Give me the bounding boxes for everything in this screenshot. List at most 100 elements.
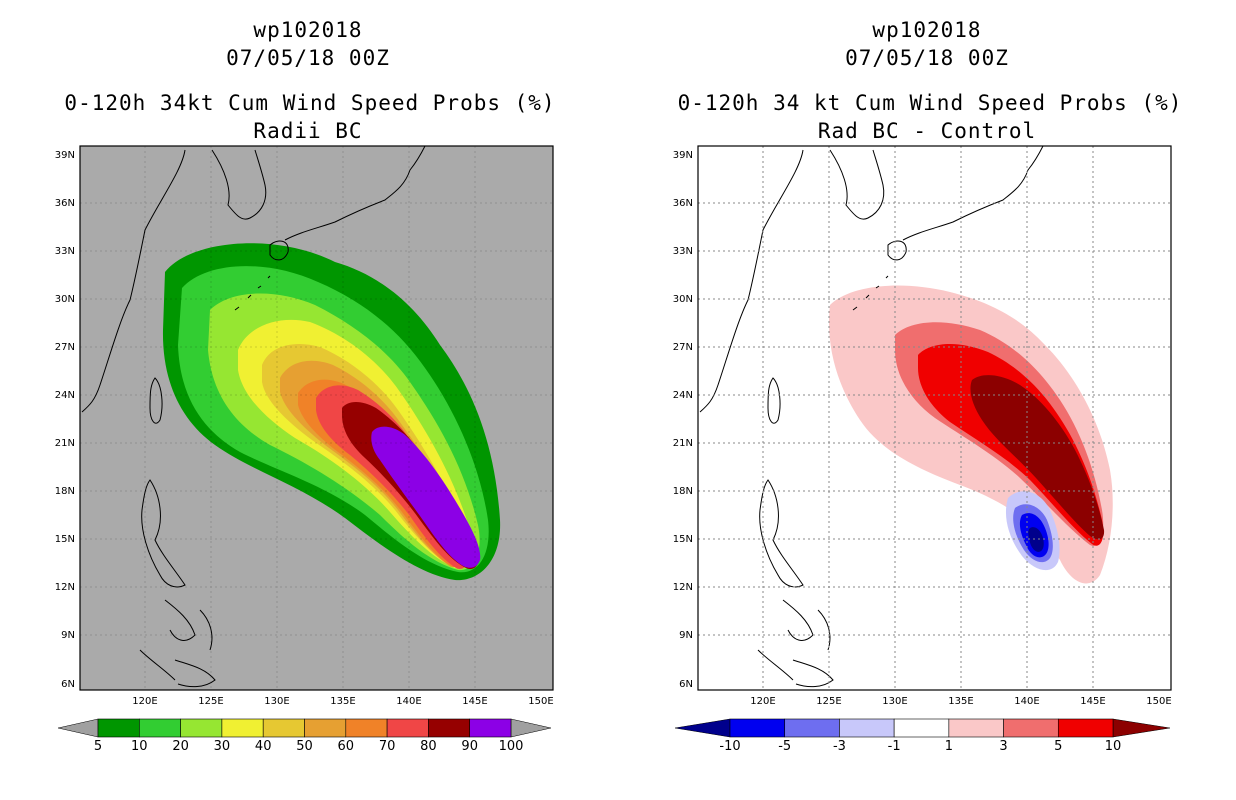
coast-japan-kyushu bbox=[887, 240, 907, 261]
left-lat-label: 33N bbox=[55, 246, 75, 257]
left-map: 39N 36N 33N 30N 27N 24N 21N 18N 15N 12N … bbox=[55, 145, 554, 754]
coast-mindanao bbox=[174, 659, 216, 688]
diff-contour-pos-10 bbox=[970, 375, 1105, 540]
coast-ryukyu bbox=[234, 275, 271, 311]
right-lon-label: 130E bbox=[882, 696, 907, 707]
left-title-date: 07/05/18 00Z bbox=[226, 46, 390, 70]
colorbar-swatch bbox=[180, 718, 223, 738]
left-lat-label: 9N bbox=[61, 630, 75, 641]
right-lon-label: 140E bbox=[1014, 696, 1039, 707]
right-lat-label: 6N bbox=[679, 679, 693, 690]
coast-korea bbox=[829, 149, 885, 220]
colorbar-swatch bbox=[221, 718, 264, 738]
right-lat-label: 18N bbox=[673, 486, 693, 497]
right-colorbar: -10 -5 -3 -1 1 3 5 10 bbox=[674, 718, 1171, 754]
colorbar-level-label: 60 bbox=[338, 739, 355, 754]
left-colorbar: 5 10 20 30 40 50 60 70 80 90 100 bbox=[57, 718, 552, 754]
coast-japan-honshu bbox=[902, 146, 1044, 241]
left-lon-label: 135E bbox=[330, 696, 355, 707]
left-lon-label: 125E bbox=[198, 696, 223, 707]
colorbar-swatch bbox=[345, 718, 388, 738]
left-lat-label: 6N bbox=[61, 679, 75, 690]
left-lon-label: 150E bbox=[528, 696, 553, 707]
colorbar-level-label: 20 bbox=[172, 739, 189, 754]
right-title-storm-id: wp102018 bbox=[872, 18, 982, 42]
left-title-storm-id: wp102018 bbox=[253, 18, 363, 42]
left-lat-label: 27N bbox=[55, 342, 75, 353]
colorbar-level-label: -1 bbox=[888, 739, 901, 754]
colorbar-level-label: 3 bbox=[999, 739, 1007, 754]
colorbar-swatch bbox=[386, 718, 429, 738]
coast-luzon bbox=[141, 479, 186, 588]
coast-china bbox=[81, 149, 186, 413]
colorbar-end-triangle bbox=[57, 718, 99, 738]
colorbar-swatch bbox=[784, 718, 840, 738]
colorbar-level-label: 5 bbox=[1054, 739, 1062, 754]
right-lat-label: 21N bbox=[673, 438, 693, 449]
right-lat-label: 27N bbox=[673, 342, 693, 353]
colorbar-swatch bbox=[948, 718, 1004, 738]
right-lon-label: 120E bbox=[750, 696, 775, 707]
right-title-product: 0-120h 34 kt Cum Wind Speed Probs (%) bbox=[677, 91, 1183, 115]
right-gridlines bbox=[698, 146, 1171, 690]
colorbar-swatch bbox=[304, 718, 347, 738]
coast-mindanao bbox=[792, 659, 834, 688]
right-lat-label: 33N bbox=[673, 246, 693, 257]
left-lat-label: 15N bbox=[55, 534, 75, 545]
left-title-subtitle: Radii BC bbox=[253, 119, 363, 143]
right-map: 39N 36N 33N 30N 27N 24N 21N 18N 15N 12N … bbox=[673, 145, 1172, 754]
colorbar-swatch bbox=[139, 718, 181, 738]
colorbar-swatch bbox=[1057, 718, 1114, 738]
left-lon-label: 145E bbox=[462, 696, 487, 707]
colorbar-end-triangle bbox=[510, 718, 552, 738]
left-lat-label: 36N bbox=[55, 198, 75, 209]
colorbar-level-label: 90 bbox=[461, 739, 478, 754]
right-lon-label: 150E bbox=[1146, 696, 1171, 707]
left-lat-label: 24N bbox=[55, 390, 75, 401]
colorbar-level-label: 1 bbox=[945, 739, 953, 754]
colorbar-level-label: 10 bbox=[131, 739, 148, 754]
left-lat-label: 39N bbox=[55, 150, 75, 161]
colorbar-end-triangle bbox=[674, 718, 731, 738]
colorbar-swatch bbox=[428, 718, 470, 738]
left-lon-label: 120E bbox=[132, 696, 157, 707]
coast-taiwan bbox=[767, 377, 781, 424]
right-lat-label: 12N bbox=[673, 582, 693, 593]
left-coastlines bbox=[81, 146, 426, 688]
coast-ryukyu bbox=[852, 275, 889, 311]
coast-korea bbox=[211, 149, 267, 220]
right-lat-label: 30N bbox=[673, 294, 693, 305]
coast-luzon bbox=[759, 479, 804, 588]
colorbar-swatch bbox=[893, 718, 950, 738]
coast-japan-honshu bbox=[284, 146, 426, 241]
colorbar-level-label: 40 bbox=[255, 739, 272, 754]
colorbar-level-label: -3 bbox=[833, 739, 846, 754]
colorbar-swatch bbox=[729, 718, 786, 738]
left-gridlines bbox=[80, 146, 553, 690]
coast-visayas bbox=[139, 599, 213, 681]
left-lat-labels: 39N 36N 33N 30N 27N 24N 21N 18N 15N 12N … bbox=[55, 150, 75, 690]
colorbar-level-label: -10 bbox=[719, 739, 740, 754]
colorbar-end-triangle bbox=[1112, 718, 1171, 738]
left-lat-label: 21N bbox=[55, 438, 75, 449]
colorbar-level-label: 10 bbox=[1105, 739, 1122, 754]
right-lat-label: 9N bbox=[679, 630, 693, 641]
left-title-product: 0-120h 34kt Cum Wind Speed Probs (%) bbox=[64, 91, 556, 115]
left-lat-label: 12N bbox=[55, 582, 75, 593]
coast-china bbox=[699, 149, 804, 413]
colorbar-level-label: 100 bbox=[499, 739, 524, 754]
left-lat-label: 30N bbox=[55, 294, 75, 305]
colorbar-swatch bbox=[97, 718, 140, 738]
left-lon-label: 140E bbox=[396, 696, 421, 707]
colorbar-level-label: 80 bbox=[420, 739, 437, 754]
colorbar-swatch bbox=[1003, 718, 1059, 738]
left-map-frame bbox=[79, 145, 554, 691]
right-title-subtitle: Rad BC - Control bbox=[817, 119, 1037, 143]
diff-contour-neg-10 bbox=[1028, 527, 1044, 552]
right-coastlines bbox=[699, 146, 1044, 688]
right-title-date: 07/05/18 00Z bbox=[845, 46, 1009, 70]
left-lat-label: 18N bbox=[55, 486, 75, 497]
left-lon-label: 130E bbox=[264, 696, 289, 707]
colorbar-level-label: -5 bbox=[778, 739, 791, 754]
right-lon-label: 145E bbox=[1080, 696, 1105, 707]
